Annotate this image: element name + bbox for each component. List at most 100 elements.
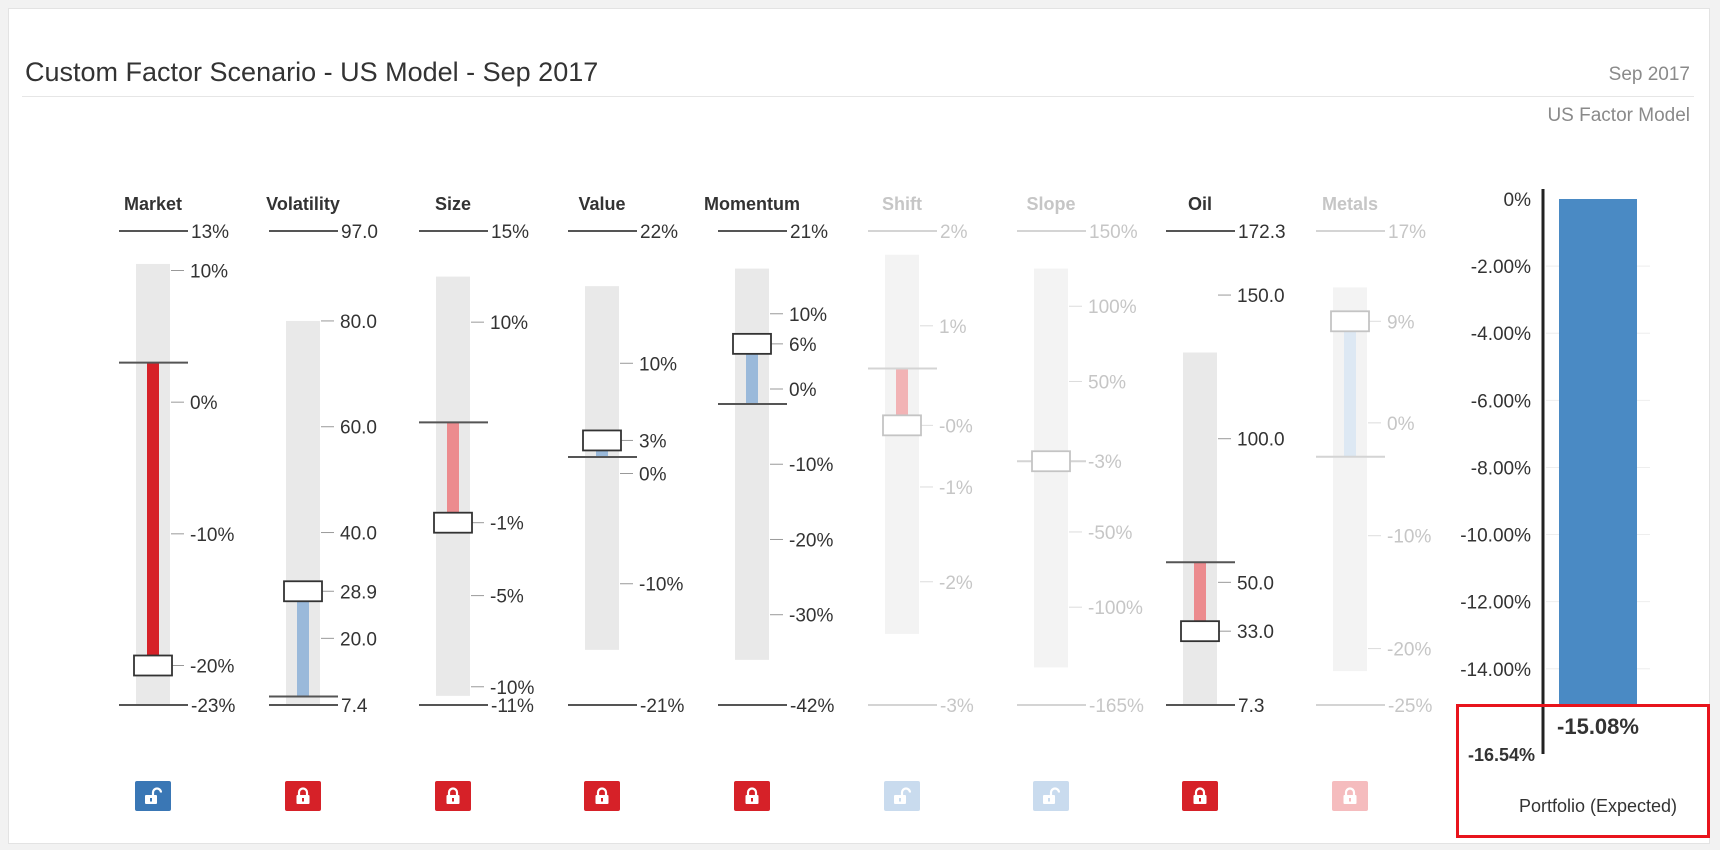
lock-toggle-volatility[interactable] [285, 781, 321, 811]
portfolio-ytick-label: -2.00% [1471, 257, 1531, 278]
factor-tick-label-oil: 150.0 [1237, 286, 1285, 307]
factor-tick-label-shift: 1% [939, 317, 967, 338]
lock-toggle-metals[interactable] [1332, 781, 1368, 811]
factor-tick-label-momentum: -30% [789, 606, 833, 627]
portfolio-ytick-label: -12.00% [1460, 593, 1531, 614]
factor-tick-label-volatility: 60.0 [340, 418, 377, 439]
lock-icon [445, 787, 461, 805]
factor-handle-volatility[interactable] [283, 580, 323, 603]
factor-tick-label-volatility: 40.0 [340, 524, 377, 545]
factor-min-label-shift: -3% [940, 696, 974, 717]
portfolio-expected-bar[interactable] [1559, 199, 1637, 706]
title-divider [22, 96, 1694, 97]
factor-tick-label-oil: 50.0 [1237, 573, 1274, 594]
lock-icon [295, 787, 311, 805]
portfolio-ytick-label: -10.00% [1460, 526, 1531, 547]
factor-min-label-market: -23% [191, 696, 235, 717]
lock-toggle-oil[interactable] [1182, 781, 1218, 811]
factor-handle-slope[interactable] [1031, 450, 1071, 473]
factor-tick-label-slope: 50% [1088, 372, 1126, 393]
lock-toggle-market[interactable] [135, 781, 171, 811]
factor-tick-label-metals: 0% [1387, 414, 1415, 435]
factor-tick-label-size: 10% [490, 313, 528, 334]
factor-max-label-value: 22% [640, 222, 678, 243]
factor-handle-size[interactable] [433, 511, 473, 534]
factor-handle-oil[interactable] [1180, 620, 1220, 643]
factor-name-momentum: Momentum [704, 194, 800, 214]
factor-name-oil: Oil [1188, 194, 1212, 214]
factor-track-momentum [735, 268, 769, 660]
factor-tick-label-market: 10% [190, 262, 228, 283]
factor-handle-metals[interactable] [1330, 310, 1370, 333]
factor-max-label-size: 15% [491, 222, 529, 243]
factor-tick-label-slope: -3% [1088, 452, 1122, 473]
factor-change-bar-metals [1344, 321, 1356, 457]
lock-icon [1342, 787, 1358, 805]
factor-tick-label-volatility: 28.9 [340, 582, 377, 603]
factor-tick-label-oil: 100.0 [1237, 430, 1285, 451]
model-date: Sep 2017 [1608, 64, 1690, 85]
factor-name-slope: Slope [1026, 194, 1075, 214]
factor-track-oil [1183, 352, 1217, 705]
unlock-icon [1042, 787, 1060, 805]
factor-change-bar-oil [1194, 562, 1206, 632]
factor-tick-label-slope: 100% [1088, 297, 1137, 318]
portfolio-min-label: -16.54% [1468, 745, 1535, 765]
factor-tick-label-market: -10% [190, 525, 234, 546]
factor-max-label-shift: 2% [940, 222, 968, 243]
factor-tick-label-market: 0% [190, 393, 218, 414]
factor-tick-label-shift: -0% [939, 416, 973, 437]
lock-toggle-size[interactable] [435, 781, 471, 811]
lock-toggle-value[interactable] [584, 781, 620, 811]
factor-min-label-value: -21% [640, 696, 684, 717]
portfolio-ytick-label: -4.00% [1471, 324, 1531, 345]
factor-tick-label-shift: -1% [939, 478, 973, 499]
factor-name-market: Market [124, 194, 182, 214]
lock-toggle-momentum[interactable] [734, 781, 770, 811]
portfolio-ytick-label: -8.00% [1471, 458, 1531, 479]
lock-icon [1192, 787, 1208, 805]
unlock-icon [893, 787, 911, 805]
factor-tick-label-value: 3% [639, 431, 667, 452]
factor-change-bar-momentum [746, 343, 758, 405]
factor-tick-label-slope: -50% [1088, 523, 1132, 544]
lock-icon [744, 787, 760, 805]
factor-name-volatility: Volatility [266, 194, 340, 214]
page-title: Custom Factor Scenario - US Model - Sep … [25, 57, 599, 87]
factor-handle-shift[interactable] [882, 414, 922, 437]
factor-min-label-slope: -165% [1089, 696, 1144, 717]
factor-tick-label-volatility: 20.0 [340, 629, 377, 650]
portfolio-ytick-label: -14.00% [1460, 660, 1531, 681]
factor-min-label-size: -11% [491, 696, 534, 717]
factor-tick-label-shift: -2% [939, 573, 973, 594]
factor-tick-label-size: -5% [490, 587, 524, 608]
portfolio-top-label: 0% [1504, 190, 1532, 211]
factor-min-label-oil: 7.3 [1238, 696, 1264, 717]
factor-max-label-momentum: 21% [790, 222, 828, 243]
factor-handle-value[interactable] [582, 429, 622, 452]
unlock-icon [144, 787, 162, 805]
lock-toggle-shift[interactable] [884, 781, 920, 811]
factor-tick-label-momentum: 0% [789, 380, 817, 401]
factor-name-value: Value [578, 194, 625, 214]
factor-name-shift: Shift [882, 194, 922, 214]
factor-handle-momentum[interactable] [732, 332, 772, 355]
factor-change-bar-volatility [297, 591, 309, 697]
factor-min-label-volatility: 7.4 [341, 696, 368, 717]
factor-tick-label-momentum: -10% [789, 455, 833, 476]
factor-name-metals: Metals [1322, 194, 1378, 214]
portfolio-value-label: -15.08% [1557, 714, 1639, 739]
factor-min-label-metals: -25% [1388, 696, 1432, 717]
lock-toggle-slope[interactable] [1033, 781, 1069, 811]
factor-tick-label-momentum: -20% [789, 530, 833, 551]
factor-tick-label-metals: -10% [1387, 527, 1431, 548]
factor-tick-label-metals: -20% [1387, 640, 1431, 661]
factor-change-bar-shift [896, 368, 908, 426]
factor-handle-market[interactable] [133, 654, 173, 677]
factor-change-bar-size [447, 422, 459, 523]
factor-tick-label-metals: 9% [1387, 312, 1415, 333]
factor-tick-label-market: -20% [190, 657, 234, 678]
factor-track-shift [885, 254, 919, 634]
factor-tick-label-value: 0% [639, 465, 667, 486]
